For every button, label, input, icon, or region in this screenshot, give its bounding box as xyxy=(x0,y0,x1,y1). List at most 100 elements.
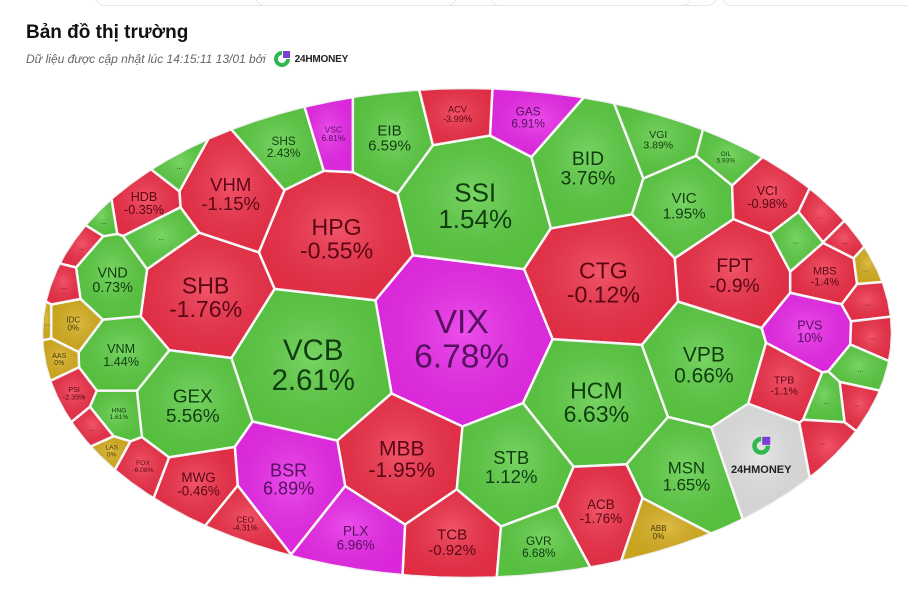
brand-logo[interactable]: 24HMONEY xyxy=(272,49,348,69)
cell-ticker: AAS xyxy=(52,352,66,360)
heatmap-cell-more[interactable]: ... xyxy=(852,245,884,286)
heatmap-cell-more[interactable]: ... xyxy=(70,405,115,448)
heatmap-cell-hdb[interactable]: HDB-0.35% xyxy=(110,168,182,238)
heatmap-cell-more[interactable]: ... xyxy=(768,210,825,273)
cell-change: 5.93% xyxy=(717,158,736,165)
logo-cell-label: 24HMONEY xyxy=(731,464,792,476)
cell-ticker: ACB xyxy=(587,497,615,512)
heatmap-cell-psi[interactable]: PSI-2.35% xyxy=(48,366,99,424)
heatmap-cell-vci[interactable]: VCI-0.98% xyxy=(730,155,811,235)
cell-shading xyxy=(419,88,493,146)
cell-ticker: ... xyxy=(863,267,869,274)
heatmap-cell-ceo[interactable]: CEO-4.31% xyxy=(203,484,293,558)
cell-shading xyxy=(696,129,763,186)
heatmap-cell-fox[interactable]: FOX-6.08% xyxy=(113,435,171,500)
cell-ticker: ... xyxy=(817,214,823,221)
heatmap-cell-more[interactable]: ... xyxy=(826,343,891,392)
heatmap-cell-mwg[interactable]: MWG-0.46% xyxy=(152,445,239,528)
heatmap-cell-fpt[interactable]: FPT-0.9% xyxy=(673,217,792,330)
heatmap-cell-hpg[interactable]: HPG-0.55% xyxy=(257,169,415,302)
cell-change: -1.1% xyxy=(770,385,797,397)
cell-ticker: ... xyxy=(101,219,107,226)
cell-ticker: VSC xyxy=(325,124,342,134)
cell-change: 1.61% xyxy=(109,414,128,421)
cell-ticker: VCB xyxy=(283,334,343,367)
cell-ticker: PSI xyxy=(68,386,79,394)
cell-shading xyxy=(258,170,413,301)
cell-shading xyxy=(732,157,810,234)
heatmap-cell-more[interactable]: ... xyxy=(149,137,210,193)
heatmap-cell-more[interactable]: ... xyxy=(840,280,893,323)
cell-shading xyxy=(45,263,81,305)
cell-change: -2.35% xyxy=(63,393,86,401)
cell-ticker: SHS xyxy=(271,134,295,148)
cell-shading xyxy=(59,225,104,268)
cell-ticker: ... xyxy=(821,440,827,447)
cell-ticker: ... xyxy=(177,164,183,171)
heatmap-cell-more[interactable]: ... xyxy=(121,206,201,271)
cell-shading xyxy=(375,255,553,427)
cell-shading xyxy=(798,188,845,243)
cell-ticker: ... xyxy=(78,245,84,252)
heatmap-cell-more[interactable]: ... xyxy=(801,370,846,424)
heatmap-cell-acv[interactable]: ACV-3.99% xyxy=(417,86,494,147)
heatmap-cell-more[interactable]: ... xyxy=(84,197,119,238)
cell-shading xyxy=(231,288,392,441)
cell-ticker: ABB xyxy=(651,524,667,533)
cell-change: 10% xyxy=(797,331,822,345)
cell-ticker: TPB xyxy=(774,375,794,387)
cell-shading xyxy=(839,381,880,432)
cell-change: -0.46% xyxy=(177,484,220,499)
heatmap-cell-more[interactable]: ... xyxy=(40,300,53,342)
cell-change: 6.63% xyxy=(564,401,629,427)
cell-shading xyxy=(748,342,823,423)
cell-shading xyxy=(123,207,200,269)
cell-shading xyxy=(304,97,353,173)
heatmap-cell-acb[interactable]: ACB-1.76% xyxy=(555,463,644,569)
cell-shading xyxy=(76,233,148,320)
cell-ticker: HCM xyxy=(570,377,623,403)
cell-change: 6.91% xyxy=(511,117,545,131)
heatmap-cell-24hmoney[interactable]: 24HMONEY xyxy=(710,402,812,521)
cell-shading xyxy=(523,339,669,467)
heatmap-cell-more[interactable]: ... xyxy=(798,418,858,479)
heatmap-cell-ctg[interactable]: CTG-0.12% xyxy=(522,212,680,347)
cell-shading xyxy=(556,464,643,568)
heatmap-cell-more[interactable]: ... xyxy=(44,262,82,306)
cell-ticker: VPB xyxy=(683,343,725,366)
heatmap-cell-shb[interactable]: SHB-1.76% xyxy=(139,231,276,360)
cell-change: 0.66% xyxy=(674,365,734,388)
heatmap-cell-tpb[interactable]: TPB-1.1% xyxy=(746,341,824,425)
cell-change: 6.78% xyxy=(414,338,509,375)
cell-shading xyxy=(799,419,857,478)
cell-change: 6.68% xyxy=(522,546,556,560)
cell-change: 1.65% xyxy=(663,476,711,495)
cell-shading xyxy=(456,403,574,527)
cell-ticker: FPT xyxy=(716,256,753,277)
heatmap-cell-tcb[interactable]: TCB-0.92% xyxy=(401,488,503,580)
heatmap-cell-more[interactable]: ... xyxy=(849,315,894,363)
cell-shading xyxy=(803,371,845,423)
cell-shading xyxy=(90,390,142,442)
heatmap-cell-vhm[interactable]: VHM-1.15% xyxy=(178,127,286,254)
brand-name: 24HMONEY xyxy=(294,53,349,65)
